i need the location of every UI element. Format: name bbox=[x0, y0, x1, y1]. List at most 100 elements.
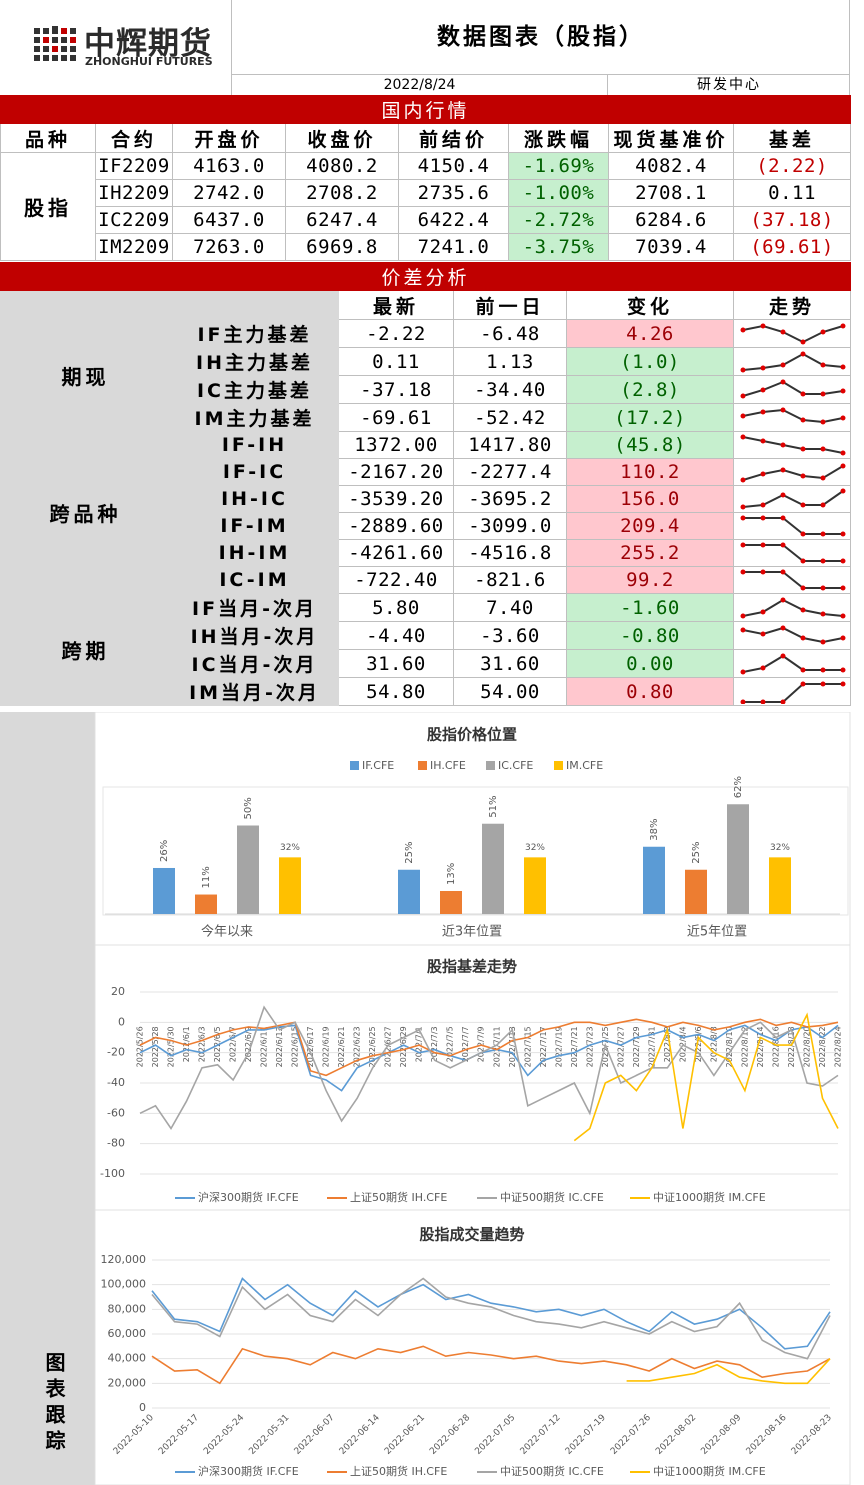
table-part: IM当月-次月 54.80 54.00 0.80 bbox=[1, 677, 852, 706]
x-tick-label: 近3年位置 bbox=[442, 925, 502, 940]
table-cell: 31.60 bbox=[453, 649, 567, 678]
table-cell: -3.60 bbox=[453, 621, 567, 650]
bar bbox=[769, 857, 791, 914]
table-cell: 7263.0 bbox=[172, 233, 286, 261]
table-cell: IF-IM bbox=[170, 512, 339, 540]
table-part bbox=[740, 434, 846, 456]
table-cell: -37.18 bbox=[338, 375, 454, 404]
table-part bbox=[52, 55, 58, 61]
table-cell: 2735.6 bbox=[398, 179, 509, 207]
table-cell: 1.13 bbox=[453, 347, 567, 376]
table-cell bbox=[0, 290, 171, 320]
table-cell: -1.60 bbox=[566, 593, 734, 622]
table-cell: -2889.60 bbox=[338, 512, 454, 540]
table-cell: 31.60 bbox=[338, 649, 454, 678]
table-part bbox=[43, 46, 49, 52]
table-part bbox=[70, 46, 76, 52]
table-cell: 6422.4 bbox=[398, 206, 509, 234]
table-cell: 前结价 bbox=[398, 123, 509, 153]
table-part bbox=[740, 515, 846, 537]
table-part: 期现 IF主力基差 -2.22 -6.48 4.26 bbox=[0, 319, 852, 432]
table-cell: (45.8) bbox=[566, 431, 734, 459]
table-part bbox=[740, 463, 846, 483]
table-cell: 4163.0 bbox=[172, 152, 286, 180]
x-tick-label: 2022/7/3 bbox=[430, 1026, 439, 1062]
table-cell: IC2209 bbox=[95, 206, 173, 234]
table-cell: (17.2) bbox=[566, 403, 734, 432]
y-tick-label: 0 bbox=[118, 1015, 125, 1028]
table-part: IC2209 6437.0 6247.4 6422.4 -2.72% 6284.6 (37.… bbox=[1, 206, 852, 234]
series-line bbox=[573, 1012, 839, 1142]
table-part: IC当月-次月 31.60 31.60 0.00 bbox=[1, 649, 852, 678]
table-cell bbox=[732, 403, 852, 432]
y-tick-label: 0 bbox=[139, 1401, 146, 1414]
table-cell: IH-IC bbox=[170, 485, 339, 513]
dept: 研发中心 bbox=[697, 77, 761, 93]
y-tick-label: -100 bbox=[100, 1167, 125, 1180]
table-part: 价差分析 最新 前一日 变化 走势 期现 IF主力基差 -2.22 -6.48 4.26 IH… bbox=[0, 262, 852, 706]
logo-name: 中辉期货 bbox=[84, 26, 212, 62]
x-tick-label: 2022/8/6 bbox=[694, 1026, 703, 1062]
x-tick-label: 2022/7/17 bbox=[539, 1026, 548, 1067]
table-part bbox=[740, 323, 846, 344]
table-cell: -3099.0 bbox=[453, 512, 567, 540]
logo-icon bbox=[34, 26, 76, 61]
table-cell: -4516.8 bbox=[453, 539, 567, 567]
bar bbox=[643, 846, 665, 914]
table-part bbox=[61, 28, 67, 34]
table-part bbox=[740, 407, 846, 424]
bar bbox=[727, 804, 749, 914]
x-tick-label: 2022/6/17 bbox=[306, 1026, 315, 1067]
table-cell: -2.22 bbox=[338, 319, 454, 348]
table-cell bbox=[732, 593, 852, 622]
y-tick-label: -60 bbox=[107, 1106, 125, 1119]
market-table: 国内行情 品种 合约 开盘价 收盘价 前结价 涨跌幅 现货基准价 基差 股指 IF2209 416… bbox=[0, 95, 852, 261]
table-cell: -3539.20 bbox=[338, 485, 454, 513]
legend-swatch bbox=[418, 761, 427, 770]
table-cell: 国内行情 bbox=[0, 95, 852, 124]
y-tick-label: 120,000 bbox=[101, 1253, 147, 1266]
x-tick-label: 2022/6/21 bbox=[337, 1026, 346, 1067]
table-cell: 209.4 bbox=[566, 512, 734, 540]
x-tick-label: 2022/7/13 bbox=[508, 1026, 517, 1067]
table-cell: IF2209 bbox=[95, 152, 173, 180]
table-part bbox=[52, 46, 58, 52]
table-part bbox=[52, 26, 58, 34]
y-tick-label: 100,000 bbox=[101, 1278, 147, 1291]
x-tick-label: 2022/7/23 bbox=[585, 1026, 594, 1067]
legend-swatch bbox=[486, 761, 495, 770]
table-cell: 现货基准价 bbox=[608, 123, 734, 153]
table-cell: 涨跌幅 bbox=[508, 123, 609, 153]
legend-swatch bbox=[350, 761, 359, 770]
bar bbox=[279, 857, 301, 914]
side-column bbox=[0, 712, 95, 1485]
x-tick-label: 2022/8/16 bbox=[771, 1026, 780, 1067]
table-cell bbox=[732, 431, 852, 459]
chart-title: 股指成交量趋势 bbox=[419, 1226, 524, 1244]
table-part bbox=[740, 625, 846, 644]
table-cell: 期现 bbox=[0, 319, 171, 432]
logo-sub: ZHONGHUI FUTURES bbox=[85, 55, 213, 68]
x-tick-label: 2022/5/30 bbox=[167, 1026, 176, 1067]
table-cell: -1.69% bbox=[508, 152, 609, 180]
x-tick-label: 2022/6/9 bbox=[244, 1026, 253, 1062]
data-label: 32% bbox=[525, 843, 545, 853]
bar bbox=[685, 869, 707, 914]
table-part bbox=[61, 46, 67, 52]
table-part bbox=[740, 681, 846, 704]
data-label: 51% bbox=[488, 795, 499, 817]
panel bbox=[94, 944, 851, 1211]
table-part bbox=[740, 653, 846, 674]
y-tick-label: -20 bbox=[107, 1046, 125, 1059]
table-cell: IM2209 bbox=[95, 233, 173, 261]
data-label: 32% bbox=[770, 843, 790, 853]
series-line bbox=[151, 1277, 831, 1350]
x-tick-label: 2022/8/22 bbox=[818, 1026, 827, 1067]
x-tick-label: 2022/7/21 bbox=[570, 1026, 579, 1067]
table-cell: 6247.4 bbox=[285, 206, 399, 234]
x-tick-label: 2022/8/10 bbox=[725, 1026, 734, 1067]
table-cell: -0.80 bbox=[566, 621, 734, 650]
table-part: IH-IC -3539.20 -3695.2 156.0 bbox=[1, 485, 852, 513]
x-tick-label: 2022/6/13 bbox=[275, 1026, 284, 1067]
